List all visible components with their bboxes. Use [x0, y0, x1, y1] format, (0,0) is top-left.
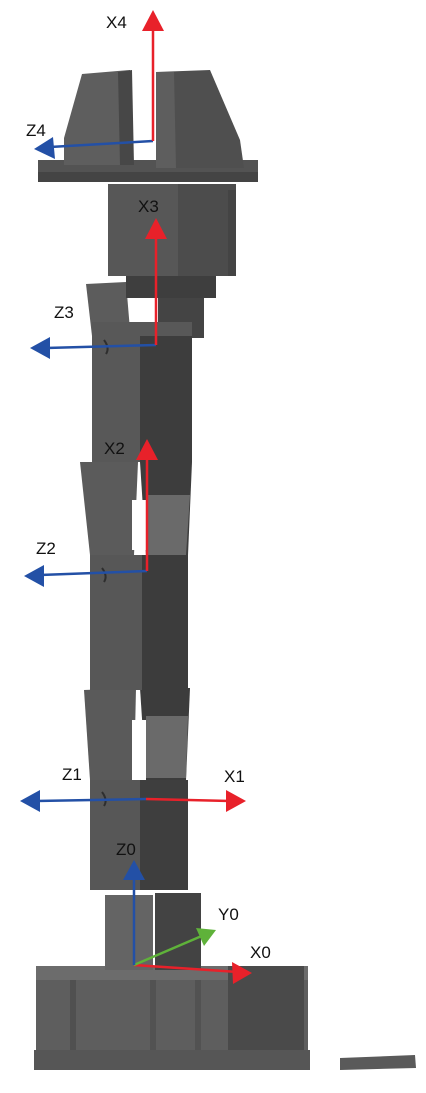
z3-label: Z3 — [54, 303, 74, 322]
z2-axis — [39, 569, 148, 577]
arm-wrist — [108, 184, 236, 276]
frame-3: Z3 X3 — [30, 197, 167, 359]
x1-arrowhead — [226, 790, 246, 812]
z0-arrowhead — [123, 860, 145, 880]
y0-axis — [133, 933, 205, 967]
x0-axis — [133, 963, 239, 974]
x0-label: X0 — [250, 943, 271, 962]
x1-label: X1 — [224, 767, 245, 786]
arm-gripper — [38, 70, 258, 182]
z1-arrowhead — [20, 790, 40, 812]
frame-0: X0 Y0 Z0 — [116, 840, 271, 984]
z1-axis — [35, 797, 147, 803]
y0-label: Y0 — [218, 905, 239, 924]
arm-link-1 — [84, 688, 190, 890]
y0-arrowhead — [196, 928, 216, 946]
z3-axis — [45, 343, 157, 350]
x0-arrowhead — [232, 962, 252, 984]
frame-1: Z1 X1 — [20, 765, 246, 812]
z4-label: Z4 — [26, 121, 46, 140]
arm-link-2 — [80, 462, 192, 780]
frame-2: Z2 X2 — [24, 439, 158, 587]
arm-base — [34, 893, 416, 1070]
x1-axis — [145, 797, 231, 803]
x4-label: X4 — [106, 13, 127, 32]
z4-axis — [49, 139, 154, 149]
z1-label: Z1 — [62, 765, 82, 784]
x4-arrowhead — [142, 10, 164, 31]
z2-arrowhead — [24, 565, 44, 587]
robot-arm — [34, 70, 416, 1070]
x2-label: X2 — [104, 439, 125, 458]
z3-arrowhead — [30, 337, 50, 359]
z2-label: Z2 — [36, 539, 56, 558]
arm-link-3 — [86, 276, 216, 462]
x2-arrowhead — [136, 439, 158, 460]
z0-label: Z0 — [116, 840, 136, 859]
frame-4: Z4 X4 — [26, 10, 164, 159]
x3-arrowhead — [145, 218, 167, 239]
x3-label: X3 — [138, 197, 159, 216]
z4-arrowhead — [34, 137, 55, 159]
